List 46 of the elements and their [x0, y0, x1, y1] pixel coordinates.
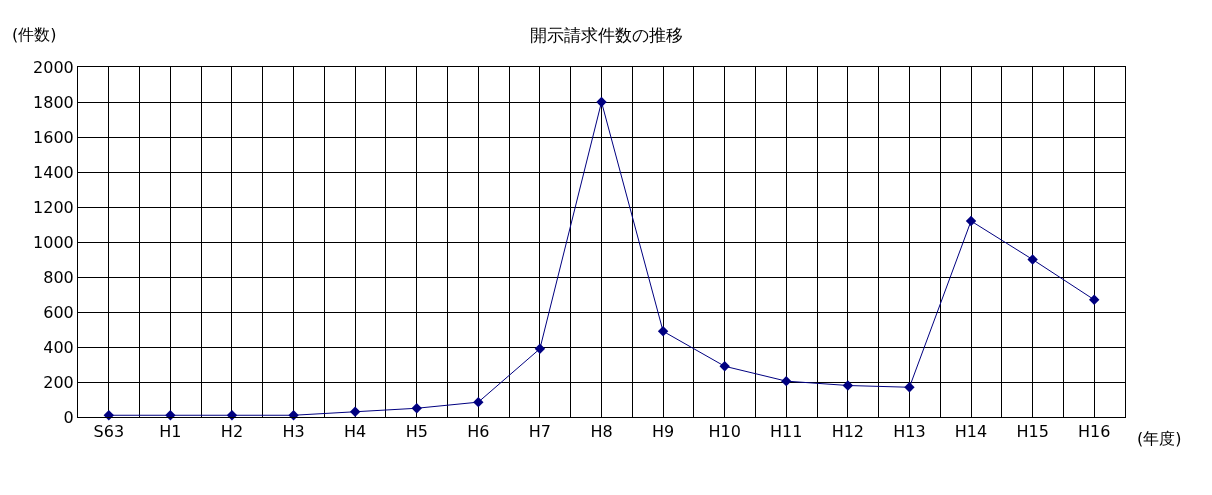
point [657, 326, 669, 337]
point [904, 382, 915, 393]
point [1089, 294, 1100, 305]
point [596, 96, 607, 108]
y-tick-label: 200 [43, 372, 74, 392]
x-tick-label: H11 [770, 422, 803, 442]
x-tick-label: H4 [344, 422, 367, 442]
point [103, 410, 114, 421]
x-tick-label: H1 [159, 422, 182, 442]
y-tick-label: 1400 [33, 162, 74, 182]
point [1027, 254, 1038, 265]
x-tick-label: H3 [282, 422, 305, 442]
y-tick-label: 1200 [33, 197, 74, 217]
x-tick-label: H8 [590, 422, 613, 442]
x-tick-label: H13 [893, 422, 926, 442]
point [781, 375, 792, 387]
y-tick-label: 1000 [33, 232, 74, 252]
y-axis-title: (件数) [12, 25, 57, 44]
x-tick-label: H5 [405, 422, 428, 442]
y-tick-label: 600 [43, 302, 74, 322]
point [965, 215, 977, 227]
x-tick-label: H2 [220, 422, 244, 442]
point [719, 361, 730, 372]
x-axis-title: (年度) [1137, 429, 1182, 448]
point [842, 380, 854, 391]
y-tick-label: 400 [43, 337, 74, 357]
y-tick-label: 1800 [33, 92, 74, 112]
point [534, 343, 546, 354]
y-tick-label: 1600 [33, 127, 74, 147]
x-tick-label: S63 [93, 422, 125, 442]
point [349, 406, 361, 417]
x-tick-label: H12 [831, 422, 865, 442]
x-tick-label: H10 [708, 422, 741, 442]
y-tick-label: 0 [63, 407, 74, 427]
point [473, 396, 484, 408]
x-tick-label: H9 [651, 422, 675, 442]
x-tick-label: H6 [467, 422, 490, 442]
x-tick-label: H14 [954, 422, 988, 442]
chart-title: 開示請求件数の推移 [529, 24, 683, 45]
x-tick-label: H7 [528, 422, 552, 442]
y-tick-label: 800 [43, 267, 74, 287]
point [165, 410, 176, 421]
point [411, 403, 422, 414]
x-tick-label: H15 [1016, 422, 1049, 442]
x-tick-label: H16 [1078, 422, 1111, 442]
y-tick-label: 2000 [33, 57, 74, 77]
